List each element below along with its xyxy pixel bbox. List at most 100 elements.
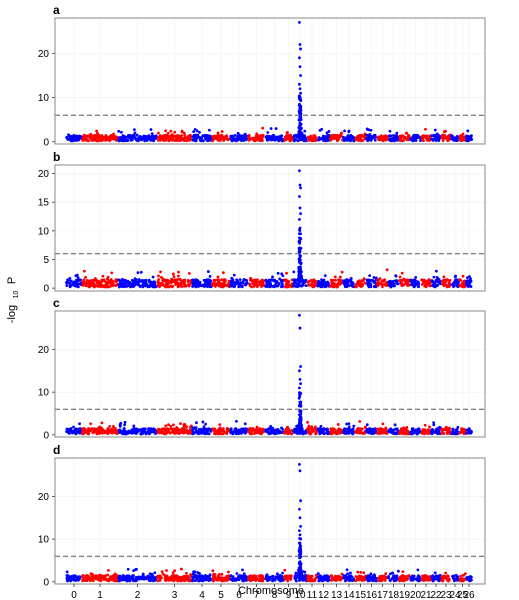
data-point <box>273 577 277 581</box>
peak-point <box>299 382 302 386</box>
data-point <box>400 282 403 286</box>
data-point <box>297 250 301 254</box>
data-point <box>209 282 212 286</box>
data-point <box>198 136 201 140</box>
data-point <box>308 283 312 287</box>
peak-point <box>298 183 302 187</box>
data-point <box>150 132 154 136</box>
data-point <box>153 571 157 575</box>
data-point <box>227 137 231 141</box>
data-point <box>327 138 330 142</box>
data-point <box>125 432 128 436</box>
data-point <box>100 421 104 425</box>
data-point <box>168 431 172 435</box>
data-point <box>135 567 138 571</box>
chromosome-17-points <box>376 134 389 143</box>
peak-point <box>298 43 302 46</box>
data-point <box>268 280 271 284</box>
data-point <box>176 281 180 285</box>
y-tick-label: 20 <box>38 169 50 180</box>
data-point <box>221 271 225 275</box>
y-tick-label: 0 <box>43 577 49 588</box>
data-point <box>279 579 283 582</box>
data-point <box>294 278 297 282</box>
data-point <box>78 577 81 580</box>
data-point <box>309 134 313 138</box>
data-point <box>67 427 71 431</box>
data-point <box>231 134 235 138</box>
data-point <box>234 281 238 285</box>
data-point <box>322 432 326 436</box>
data-point <box>144 282 148 286</box>
chromosome-14-points <box>342 129 356 143</box>
data-point <box>95 429 99 433</box>
data-point <box>359 136 363 140</box>
data-point <box>113 429 117 433</box>
data-point <box>72 578 76 582</box>
data-point <box>466 134 470 138</box>
data-point <box>223 578 227 582</box>
data-point <box>443 134 447 137</box>
data-point <box>299 126 303 130</box>
data-point <box>175 426 179 429</box>
data-point <box>83 579 87 583</box>
data-point <box>347 422 351 426</box>
data-point <box>191 576 195 579</box>
data-point <box>299 261 303 265</box>
data-point <box>423 284 427 288</box>
data-point <box>198 579 202 582</box>
data-point <box>107 568 110 572</box>
data-point <box>169 575 173 579</box>
data-point <box>81 576 85 580</box>
data-point <box>134 576 138 579</box>
data-point <box>304 284 308 288</box>
data-point <box>92 284 96 288</box>
data-point <box>288 284 292 288</box>
data-point <box>180 129 184 133</box>
data-point <box>350 284 353 287</box>
data-point <box>160 137 164 141</box>
data-point <box>158 577 162 581</box>
data-point <box>143 427 147 431</box>
data-point <box>213 432 216 436</box>
data-point <box>243 283 247 287</box>
peak-point <box>299 186 302 190</box>
data-point <box>174 428 178 432</box>
data-point <box>238 137 242 141</box>
data-point <box>298 543 302 547</box>
data-point <box>240 431 243 435</box>
data-point <box>251 136 255 140</box>
data-point <box>255 135 259 139</box>
data-point <box>192 130 196 134</box>
data-point <box>105 283 109 286</box>
data-point <box>441 136 445 140</box>
data-point <box>248 427 252 431</box>
data-point <box>465 136 468 140</box>
data-point <box>168 138 172 142</box>
data-point <box>217 432 220 436</box>
data-point <box>359 431 363 435</box>
chromosome-12-points <box>316 127 331 143</box>
data-point <box>165 574 169 578</box>
data-point <box>294 138 297 142</box>
data-point <box>133 579 137 583</box>
data-point <box>158 138 162 142</box>
data-point <box>243 431 247 435</box>
panel-label: a <box>53 3 60 17</box>
data-point <box>134 431 138 435</box>
data-point <box>254 574 257 578</box>
data-point <box>213 284 217 288</box>
data-point <box>179 284 182 288</box>
data-point <box>433 136 437 140</box>
data-point <box>351 427 355 431</box>
data-point <box>97 426 100 430</box>
data-point <box>342 431 346 435</box>
data-point <box>293 576 297 579</box>
data-point <box>327 130 331 133</box>
data-point <box>302 281 306 284</box>
data-point <box>310 138 314 141</box>
data-point <box>229 136 233 140</box>
data-point <box>220 278 224 282</box>
chromosome-18-points <box>387 129 400 143</box>
